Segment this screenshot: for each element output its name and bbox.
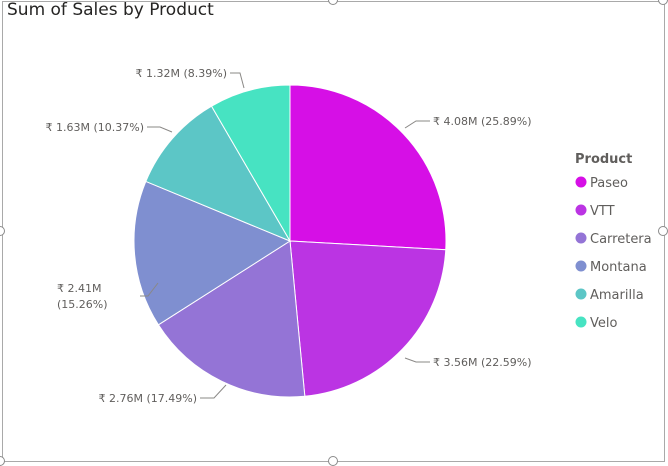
leader-line-amarilla (147, 126, 173, 133)
legend-marker-vtt[interactable] (575, 204, 587, 216)
pie-slice-montana[interactable] (133, 180, 292, 326)
legend-item-paseo[interactable]: Paseo (590, 176, 628, 191)
chart-title: Sum of Sales by Product (7, 0, 214, 20)
data-label-carretera: ₹ 2.76M (17.49%) (98, 392, 197, 405)
pie-slice-vtt[interactable] (289, 240, 447, 397)
legend-marker-amarilla[interactable] (575, 288, 587, 300)
leader-line-paseo (404, 120, 430, 129)
data-label-paseo: ₹ 4.08M (25.89%) (433, 115, 532, 128)
data-label-montana-line-1: ₹ 2.41M (57, 282, 101, 295)
legend-marker-montana[interactable] (575, 260, 587, 272)
pie-slice-carretera[interactable] (157, 240, 306, 398)
legend-title: Product (575, 152, 632, 167)
legend-item-vtt[interactable]: VTT (590, 204, 615, 219)
legend-item-velo[interactable]: Velo (590, 316, 617, 331)
legend-marker-carretera[interactable] (575, 232, 587, 244)
legend-item-carretera[interactable]: Carretera (590, 232, 652, 247)
data-label-vtt: ₹ 3.56M (22.59%) (433, 356, 532, 369)
legend-item-montana[interactable]: Montana (590, 260, 647, 275)
legend-marker-velo[interactable] (575, 316, 587, 328)
data-label-montana-line-2: (15.26%) (57, 298, 108, 311)
legend-marker-paseo[interactable] (575, 176, 587, 188)
legend-item-amarilla[interactable]: Amarilla (590, 288, 644, 303)
pie-slice-amarilla[interactable] (145, 105, 292, 243)
data-label-velo: ₹ 1.32M (8.39%) (135, 67, 227, 80)
leader-line-vtt (404, 357, 430, 363)
pie-slice-paseo[interactable] (289, 84, 447, 251)
leader-line-velo (230, 72, 245, 89)
leader-line-montana (140, 282, 159, 297)
pie-slice-velo[interactable] (210, 84, 291, 243)
data-label-amarilla: ₹ 1.63M (10.37%) (45, 121, 144, 134)
leader-line-carretera (200, 384, 227, 399)
